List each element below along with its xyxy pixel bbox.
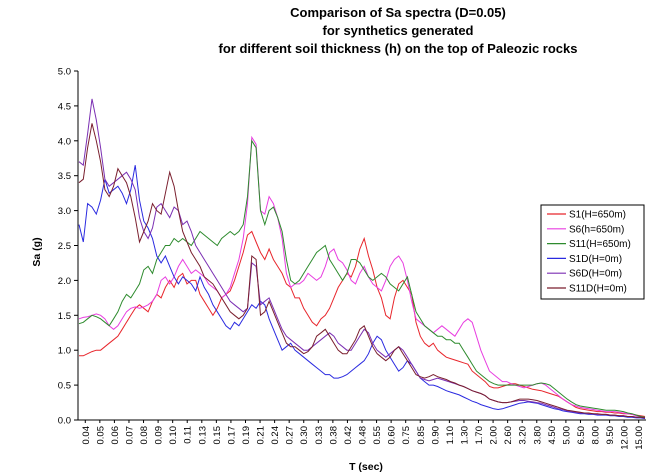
series-line-s6d-h-0m [78, 98, 646, 419]
x-tick-label: 0.60 [387, 426, 398, 445]
x-tick-label: 0.42 [343, 426, 354, 445]
x-tick-label: 0.33 [314, 426, 325, 445]
series-line-s11-h-650m [78, 139, 646, 418]
legend-entry-label: S11D(H=0m) [569, 284, 627, 295]
legend-entry-label: S11(H=650m) [569, 239, 631, 250]
title-line-3: for different soil thickness (h) on the … [219, 41, 578, 56]
x-tick-label: 0.05 [95, 426, 106, 445]
y-tick-label: 4.0 [58, 136, 71, 147]
title-line-2: for synthetics generated [323, 23, 474, 38]
legend-box [540, 204, 645, 300]
y-tick-label: 3.5 [58, 171, 71, 182]
y-tick-label: 2.5 [58, 241, 71, 252]
legend-entry-label: S6D(H=0m) [569, 269, 622, 280]
series-group [78, 98, 646, 420]
x-tick-label: 0.24 [270, 426, 281, 445]
x-tick-label: 0.13 [197, 426, 208, 445]
chart-title: Comparison of Sa spectra (D=0.05) for sy… [219, 5, 578, 56]
x-axis-label: T (sec) [349, 461, 383, 473]
x-tick-label: 0.38 [328, 426, 339, 445]
x-tick-label: 5.00 [561, 426, 572, 445]
y-tick-label: 0.0 [58, 416, 71, 427]
y-tick-label: 2.0 [58, 276, 71, 287]
legend: S1(H=650m) S6(h=650m) S11(H=650m) S1D(H=0m)… [540, 204, 645, 300]
x-tick-label: 0.90 [430, 426, 441, 445]
series-line-s6-h-650m [78, 135, 646, 418]
x-tick-label: 0.10 [168, 426, 179, 445]
x-tick-label: 0.19 [241, 426, 252, 445]
y-tick-label: 4.5 [58, 101, 71, 112]
x-tick-label: 3.80 [532, 426, 543, 445]
legend-entry-label: S6(h=650m) [569, 224, 624, 235]
x-tick-label: 0.09 [154, 426, 165, 445]
x-tick-label: 0.08 [139, 426, 150, 445]
series-line-s11d-h-0m [78, 123, 646, 419]
y-axis-ticks: 0.0 0.5 1.0 1.5 2.0 2.5 3.0 3.5 4.0 4.5 5.0 [58, 67, 78, 427]
x-tick-label: 0.04 [81, 426, 92, 445]
y-axis-label: Sa (g) [31, 237, 43, 266]
y-tick-label: 0.5 [58, 381, 71, 392]
x-tick-label: 0.15 [212, 426, 223, 445]
x-tick-label: 2.60 [503, 426, 514, 445]
x-tick-label: 6.50 [576, 426, 587, 445]
x-tick-label: 8.00 [591, 426, 602, 445]
x-tick-label: 1.10 [445, 426, 456, 445]
title-line-1: Comparison of Sa spectra (D=0.05) [290, 5, 506, 20]
x-tick-label: 0.55 [372, 426, 383, 445]
x-tick-label: 0.30 [299, 426, 310, 445]
x-axis-ticks: 0.04 0.05 0.06 0.07 0.08 0.09 0.10 0.11 0.13 0.15… [81, 420, 645, 450]
series-line-s1d-h-0m [78, 165, 646, 420]
x-tick-label: 3.20 [518, 426, 529, 445]
x-tick-label: 0.07 [124, 426, 135, 445]
y-tick-label: 1.5 [58, 311, 71, 322]
x-tick-label: 4.50 [547, 426, 558, 445]
x-tick-label: 2.00 [489, 426, 500, 445]
series-line-s1-h-650m [79, 230, 646, 417]
legend-entry-label: S1(H=650m) [569, 210, 626, 221]
x-tick-label: 0.17 [226, 426, 237, 445]
x-tick-label: 0.11 [183, 426, 194, 444]
x-tick-label: 1.70 [474, 426, 485, 445]
x-tick-label: 15.00 [634, 426, 645, 450]
y-tick-label: 5.0 [58, 67, 71, 78]
x-tick-label: 12.00 [620, 426, 631, 450]
legend-entry-label: S1D(H=0m) [569, 254, 622, 265]
x-tick-label: 0.85 [416, 426, 427, 445]
x-tick-label: 9.50 [605, 426, 616, 445]
y-tick-label: 1.0 [58, 346, 71, 357]
x-tick-label: 1.30 [459, 426, 470, 445]
x-tick-label: 0.27 [285, 426, 296, 445]
x-tick-label: 0.21 [256, 426, 267, 445]
x-tick-label: 0.48 [358, 426, 369, 445]
y-tick-label: 3.0 [58, 206, 71, 217]
x-tick-label: 0.75 [401, 426, 412, 445]
plot-area: 0.00.51.01.52.02.53.03.54.04.55.0 0.04 0.… [58, 67, 646, 450]
x-tick-label: 0.06 [110, 426, 121, 445]
